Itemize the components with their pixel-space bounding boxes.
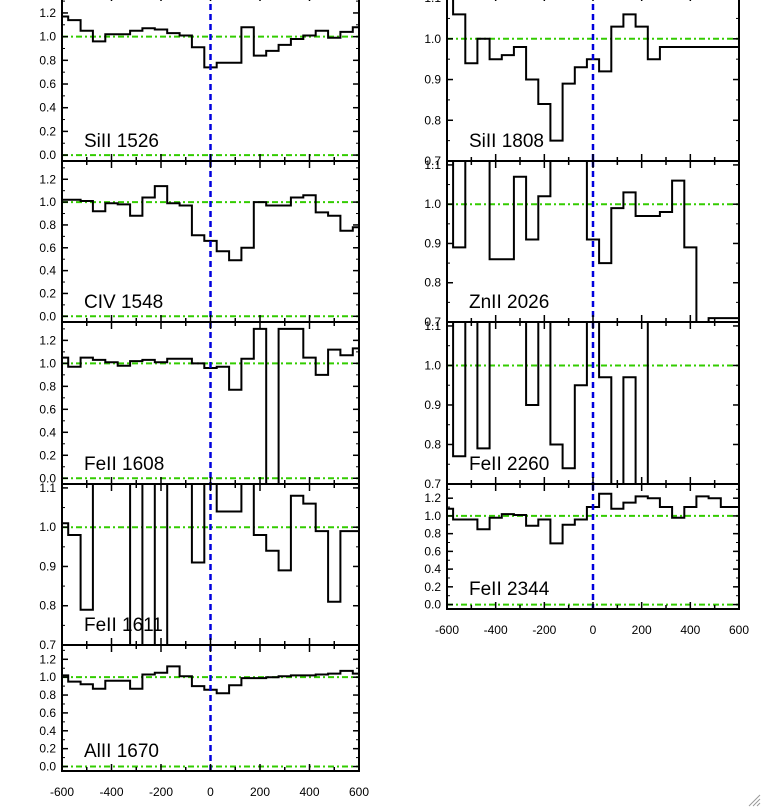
x-tick-label: 0 xyxy=(590,623,597,637)
panel: 0.0 0.2 0.4 0.6 0.8 1.0 1.2 -600 -400 -200 0 200 400… xyxy=(39,644,369,799)
y-tick-label: 0.8 xyxy=(39,53,56,67)
panel: 0.7 0.8 0.9 1.0 1.1 SiII 1808 xyxy=(424,0,740,168)
y-tick-label: 0.8 xyxy=(39,688,56,702)
spectrum-series xyxy=(62,484,359,645)
y-tick-label: 0.4 xyxy=(39,425,56,439)
y-tick-label: 0.8 xyxy=(39,379,56,393)
y-tick-label: 1.0 xyxy=(39,356,56,370)
y-tick-label: 0.0 xyxy=(39,309,56,323)
x-tick-label: -400 xyxy=(99,785,123,799)
y-tick-label: 0.6 xyxy=(39,77,56,91)
x-tick-label: -600 xyxy=(50,785,74,799)
y-tick-label: 0.2 xyxy=(39,124,56,138)
y-tick-label: 0.6 xyxy=(39,402,56,416)
y-tick-label: 0.8 xyxy=(424,276,441,290)
x-tick-label: 200 xyxy=(250,785,270,799)
line-label: ZnII 2026 xyxy=(469,292,549,313)
y-tick-label: 1.0 xyxy=(424,32,441,46)
x-tick-label: 400 xyxy=(680,623,700,637)
y-tick-label: 1.2 xyxy=(39,172,56,186)
y-tick-label: 0.4 xyxy=(39,724,56,738)
spectrum-series xyxy=(447,322,739,484)
line-label: SiII 1526 xyxy=(84,131,159,152)
y-tick-label: 1.0 xyxy=(424,197,441,211)
line-label: SiII 1808 xyxy=(469,131,544,152)
y-tick-label: 0.7 xyxy=(39,638,56,652)
y-tick-label: 1.2 xyxy=(424,491,441,505)
y-tick-label: 1.2 xyxy=(39,6,56,20)
y-tick-label: 0.8 xyxy=(424,527,441,541)
spectrum-series xyxy=(62,665,359,695)
panel: 0.7 0.8 0.9 1.0 1.1 ZnII 2026 xyxy=(424,158,740,329)
x-tick-label: -200 xyxy=(149,785,173,799)
y-tick-label: 0.9 xyxy=(424,236,441,250)
x-tick-label: 200 xyxy=(632,623,652,637)
y-tick-label: 0.7 xyxy=(424,315,441,329)
x-tick-label: 600 xyxy=(729,623,749,637)
y-tick-label: 0.6 xyxy=(39,706,56,720)
y-tick-label: 0.2 xyxy=(39,742,56,756)
y-tick-label: 0.2 xyxy=(39,448,56,462)
y-tick-label: 1.0 xyxy=(39,520,56,534)
spectrum-series xyxy=(452,0,739,142)
y-tick-label: 1.1 xyxy=(424,158,441,172)
y-tick-label: 0.4 xyxy=(39,101,56,115)
y-tick-label: 1.0 xyxy=(39,670,56,684)
y-tick-label: 0.8 xyxy=(39,218,56,232)
y-tick-label: 1.0 xyxy=(39,195,56,209)
y-tick-label: 1.0 xyxy=(39,30,56,44)
x-tick-label: -600 xyxy=(435,623,459,637)
y-tick-label: 1.1 xyxy=(424,319,441,333)
y-tick-label: 0.8 xyxy=(424,437,441,451)
y-tick-label: 0.6 xyxy=(39,241,56,255)
spectrum-series xyxy=(447,161,739,322)
y-tick-label: 1.1 xyxy=(424,0,441,5)
x-tick-label: 600 xyxy=(349,785,369,799)
line-label: FeII 1608 xyxy=(84,454,164,475)
panel: 0.0 0.2 0.4 0.6 0.8 1.0 1.2 CIV 1548 xyxy=(39,160,360,323)
y-tick-label: 1.2 xyxy=(39,652,56,666)
y-tick-label: 0.9 xyxy=(424,73,441,87)
line-label: FeII 2260 xyxy=(469,454,549,475)
y-tick-label: 0.4 xyxy=(424,562,441,576)
x-tick-label: -200 xyxy=(532,623,556,637)
y-tick-label: 0.2 xyxy=(39,286,56,300)
y-tick-label: 1.1 xyxy=(39,481,56,495)
y-tick-label: 0.0 xyxy=(39,760,56,774)
y-tick-label: 1.2 xyxy=(39,333,56,347)
y-tick-label: 0.4 xyxy=(39,264,56,278)
y-tick-label: 0.8 xyxy=(424,113,441,127)
y-tick-label: 0.8 xyxy=(39,599,56,613)
panel: 0.7 0.8 0.9 1.0 1.1 FeII 1611 xyxy=(39,481,360,652)
x-tick-label: 0 xyxy=(207,785,214,799)
line-label: FeII 1611 xyxy=(84,615,163,636)
panel: 0.7 0.8 0.9 1.0 1.1 FeII 2260 xyxy=(424,319,740,491)
y-tick-label: 0.9 xyxy=(39,559,56,573)
line-label: AlII 1670 xyxy=(84,741,159,762)
y-tick-label: 0.0 xyxy=(39,148,56,162)
y-tick-label: 0.7 xyxy=(424,477,441,491)
panel: 0.0 0.2 0.4 0.6 0.8 1.0 1.2 -600 -400 -200 0 200 400… xyxy=(424,483,749,637)
y-tick-label: 0.7 xyxy=(424,154,441,168)
resize-grip-icon[interactable] xyxy=(747,793,761,807)
x-tick-label: 400 xyxy=(299,785,319,799)
y-tick-label: 0.0 xyxy=(39,471,56,485)
y-tick-label: 1.0 xyxy=(424,509,441,523)
y-tick-label: 0.0 xyxy=(424,598,441,612)
x-tick-label: -400 xyxy=(484,623,508,637)
panel: 0.0 0.2 0.4 0.6 0.8 1.0 1.2 SiII 1526 xyxy=(39,0,360,162)
line-label: CIV 1548 xyxy=(84,292,163,313)
y-tick-label: 0.2 xyxy=(424,580,441,594)
y-tick-label: 0.9 xyxy=(424,398,441,412)
line-label: FeII 2344 xyxy=(469,579,550,600)
y-tick-label: 0.6 xyxy=(424,544,441,558)
spectrum-series xyxy=(62,185,359,262)
panel: 0.0 0.2 0.4 0.6 0.8 1.0 1.2 FeII 1608 xyxy=(39,321,360,485)
y-tick-label: 1.0 xyxy=(424,358,441,372)
